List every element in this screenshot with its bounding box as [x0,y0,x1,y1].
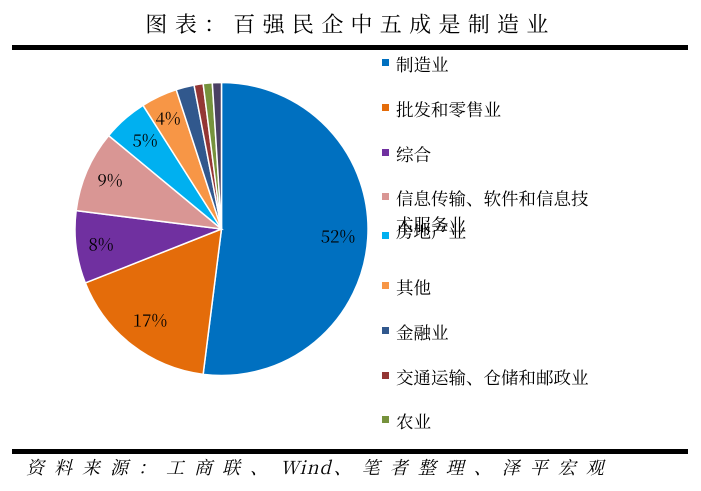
svg-text:5%: 5% [132,126,157,151]
svg-text:4%: 4% [155,104,180,129]
svg-text:8%: 8% [88,230,113,255]
svg-text:52%: 52% [321,222,355,247]
svg-text:17%: 17% [133,306,167,331]
svg-text:9%: 9% [97,166,122,191]
